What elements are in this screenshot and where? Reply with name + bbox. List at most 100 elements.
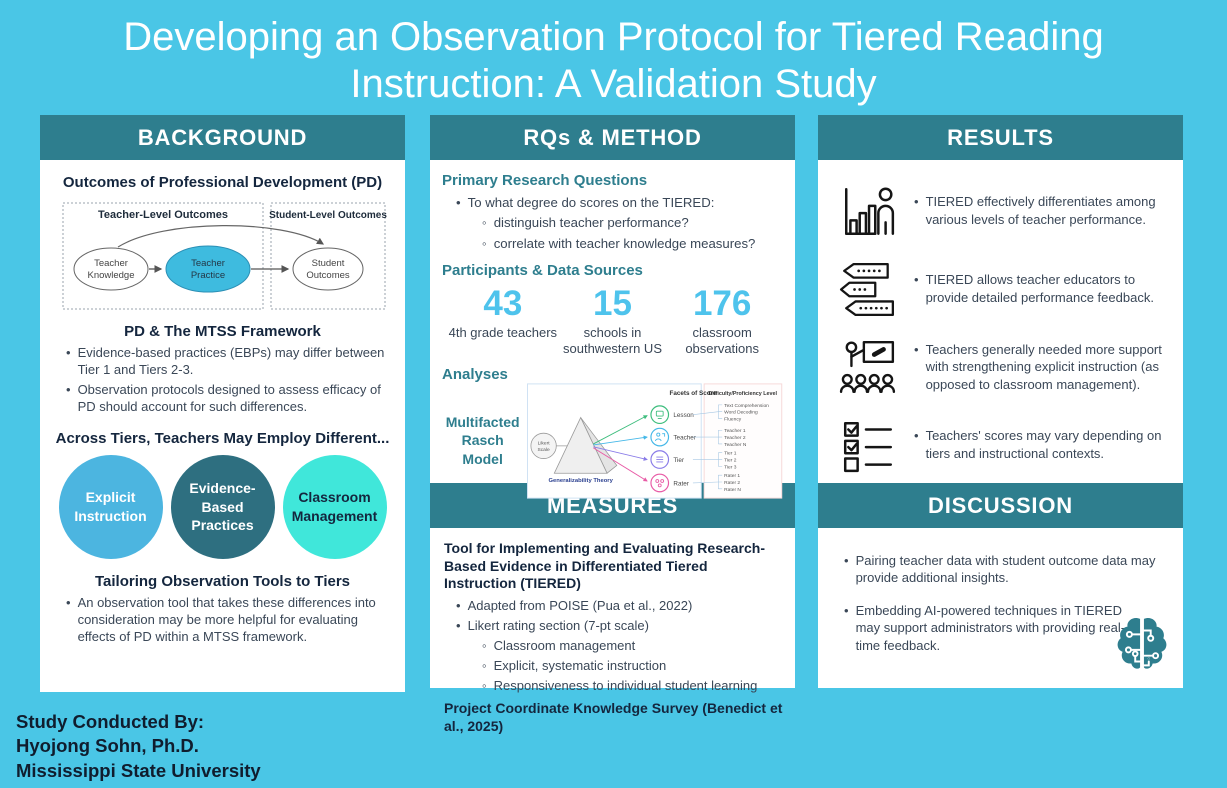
rq-lead-bullet: • To what degree do scores on the TIERED…: [456, 194, 783, 211]
level-teacher-2: Teacher 2: [724, 435, 746, 441]
analyses-heading: Analyses: [442, 365, 508, 383]
level-rater-2: Rater 2: [724, 479, 740, 485]
tier-circles: Explicit Instruction Evidence-Based Prac…: [52, 454, 393, 559]
teacher-level-box-label: Teacher-Level Outcomes: [97, 209, 227, 221]
teacher-practice-node-line2: Practice: [190, 270, 224, 281]
stat-schools-value: 15: [593, 284, 632, 324]
mtss-bullet-1: • Evidence-based practices (EBPs) may di…: [66, 344, 393, 378]
measures-panel: Tool for Implementing and Evaluating Res…: [430, 528, 795, 734]
bullet-marker: •: [66, 382, 71, 398]
level-rater-3: Rater N: [724, 486, 741, 492]
column-method: RQs & METHOD Primary Research Questions …: [430, 115, 795, 734]
mtss-bullet-2: • Observation protocols designed to asse…: [66, 381, 393, 415]
mtss-heading: PD & The MTSS Framework: [124, 323, 321, 340]
level-rater-1: Rater 1: [724, 473, 740, 479]
mtss-bullet-2-text: Observation protocols designed to assess…: [77, 382, 381, 415]
stat-teachers: 43 4th grade teachers: [448, 286, 558, 357]
bullet-marker: •: [844, 553, 849, 568]
circle-evidence-based-practices: Evidence-Based Practices: [170, 454, 275, 559]
facet-lesson-label: Lesson: [674, 412, 695, 419]
analyses-block: Multifacted Rasch Model Likert Scale: [442, 382, 783, 499]
sub-bullet-marker: ◦: [482, 678, 487, 694]
level-tier-3: Tier 3: [724, 464, 737, 470]
credits-line-2: Hyojong Sohn, Ph.D.: [16, 735, 199, 757]
measures-bullet-2-text: Likert rating section (7-pt scale): [467, 617, 649, 633]
stat-schools-label: schools in southwestern US: [563, 325, 662, 357]
rasch-model-diagram: Likert Scale Generalizability Theory Fac…: [527, 382, 783, 499]
column-results: RESULTS: [818, 115, 1183, 688]
student-outcomes-node-line1: Student: [311, 258, 344, 269]
difficulty-proficiency-header: Difficulty/Proficiency Level: [709, 391, 778, 397]
circle-classroom-management: Classroom Management: [282, 454, 387, 559]
ai-brain-icon: [1117, 618, 1167, 669]
tailoring-bullet: • An observation tool that takes these d…: [66, 594, 393, 645]
results-header: RESULTS: [818, 115, 1183, 160]
method-panel: Primary Research Questions • To what deg…: [430, 160, 795, 499]
stat-observations-value: 176: [692, 284, 752, 324]
tailoring-heading: Tailoring Observation Tools to Tiers: [94, 572, 351, 590]
bullet-marker: •: [66, 594, 71, 610]
stat-teachers-value: 43: [483, 284, 523, 324]
tailoring-bullet-text: An observation tool that takes these dif…: [77, 594, 376, 644]
teacher-presentation-icon: [839, 340, 896, 394]
result-4-text: Teachers' scores may vary depending on t…: [925, 428, 1162, 461]
credits-line-1: Study Conducted By:: [16, 711, 205, 732]
rq-lead-text: To what degree do scores on the TIERED:: [467, 195, 715, 210]
measures-sub-bullet-1: ◦ Classroom management: [482, 637, 783, 654]
teacher-practice-node-line1: Teacher: [191, 258, 225, 269]
rq-sub-bullet-1: ◦ distinguish teacher performance?: [482, 214, 783, 231]
bullet-marker: •: [66, 345, 71, 360]
bullet-marker: •: [456, 195, 461, 210]
measures-sub-1-text: Classroom management: [493, 637, 636, 653]
tiered-tool-heading: Tool for Implementing and Evaluating Res…: [444, 540, 766, 591]
stat-observations-label: classroom observations: [685, 325, 760, 357]
checklist-icon: [843, 422, 893, 473]
column-background: BACKGROUND Outcomes of Professional Deve…: [40, 115, 405, 692]
teacher-knowledge-node-line1: Teacher: [94, 258, 128, 269]
facet-teacher-label: Teacher: [674, 434, 697, 441]
stat-observations: 176 classroom observations: [667, 286, 777, 357]
facets-of-score-header: Facets of Score: [670, 390, 718, 397]
mtss-bullet-1-text: Evidence-based practices (EBPs) may diff…: [77, 345, 385, 378]
result-1-text: TIERED effectively differentiates among …: [925, 194, 1156, 227]
measures-bullet-1-text: Adapted from POISE (Pua et al., 2022): [467, 597, 693, 613]
measures-sub-bullet-3: ◦ Responsiveness to individual student l…: [482, 677, 783, 694]
discussion-panel: • Pairing teacher data with student outc…: [818, 528, 1183, 688]
measures-sub-2-text: Explicit, systematic instruction: [493, 657, 667, 673]
discussion-header: DISCUSSION: [818, 483, 1183, 528]
generalizability-theory-label: Generalizability Theory: [549, 478, 614, 484]
bullet-marker: •: [914, 272, 919, 288]
student-level-box-label: Student-Level Outcomes: [269, 210, 387, 221]
participant-stats: 43 4th grade teachers 15 schools in sout…: [442, 284, 783, 361]
result-3-text: Teachers generally needed more support w…: [925, 341, 1162, 392]
measures-bullet-2: • Likert rating section (7-pt scale): [456, 617, 783, 634]
result-row-2: • TIERED allows teacher educators to pro…: [838, 260, 1167, 318]
background-header: BACKGROUND: [40, 115, 405, 160]
measures-sub-bullet-2: ◦ Explicit, systematic instruction: [482, 657, 783, 674]
level-lesson-1: Text Comprehension: [724, 402, 769, 408]
participants-heading: Participants & Data Sources: [442, 262, 643, 280]
result-row-3: • Teachers generally needed more support…: [838, 338, 1167, 396]
rqs-heading: Primary Research Questions: [442, 172, 648, 189]
bullet-marker: •: [844, 603, 849, 619]
credits-line-3: Mississippi State University: [16, 759, 261, 781]
rasch-model-label: Multifacted Rasch Model: [445, 414, 520, 467]
stat-schools: 15 schools in southwestern US: [558, 286, 668, 357]
level-teacher-1: Teacher 1: [724, 428, 746, 434]
discussion-bullet-2-text: Embedding AI-powered techniques in TIERE…: [855, 603, 1126, 653]
bullet-marker: •: [456, 617, 461, 633]
level-teacher-3: Teacher N: [724, 441, 747, 447]
sub-bullet-marker: ◦: [482, 235, 487, 251]
bullet-marker: •: [914, 428, 919, 444]
level-lesson-3: Fluency: [724, 416, 742, 422]
level-lesson-2: Word Decoding: [724, 409, 758, 415]
stat-teachers-label: 4th grade teachers: [448, 325, 558, 341]
sub-bullet-marker: ◦: [482, 657, 487, 673]
discussion-bullet-1: • Pairing teacher data with student outc…: [844, 552, 1167, 586]
circle-explicit-instruction: Explicit Instruction: [58, 454, 163, 559]
sub-bullet-marker: ◦: [482, 637, 487, 653]
student-outcomes-node-line2: Outcomes: [306, 270, 350, 281]
likert-scale-label-line1: Likert: [538, 440, 551, 446]
bar-chart-person-icon: [845, 187, 895, 236]
